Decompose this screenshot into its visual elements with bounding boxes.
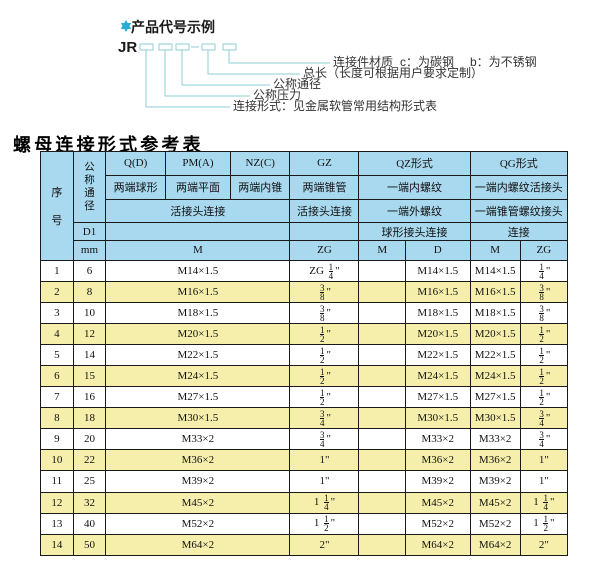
svg-text:连接形式：见金属软管常用结构形式表: 连接形式：见金属软管常用结构形式表 [233, 98, 437, 113]
svg-text:总长（长度可根据用户要求定制）: 总长（长度可根据用户要求定制） [303, 65, 483, 80]
svg-text:JR: JR [118, 39, 137, 56]
